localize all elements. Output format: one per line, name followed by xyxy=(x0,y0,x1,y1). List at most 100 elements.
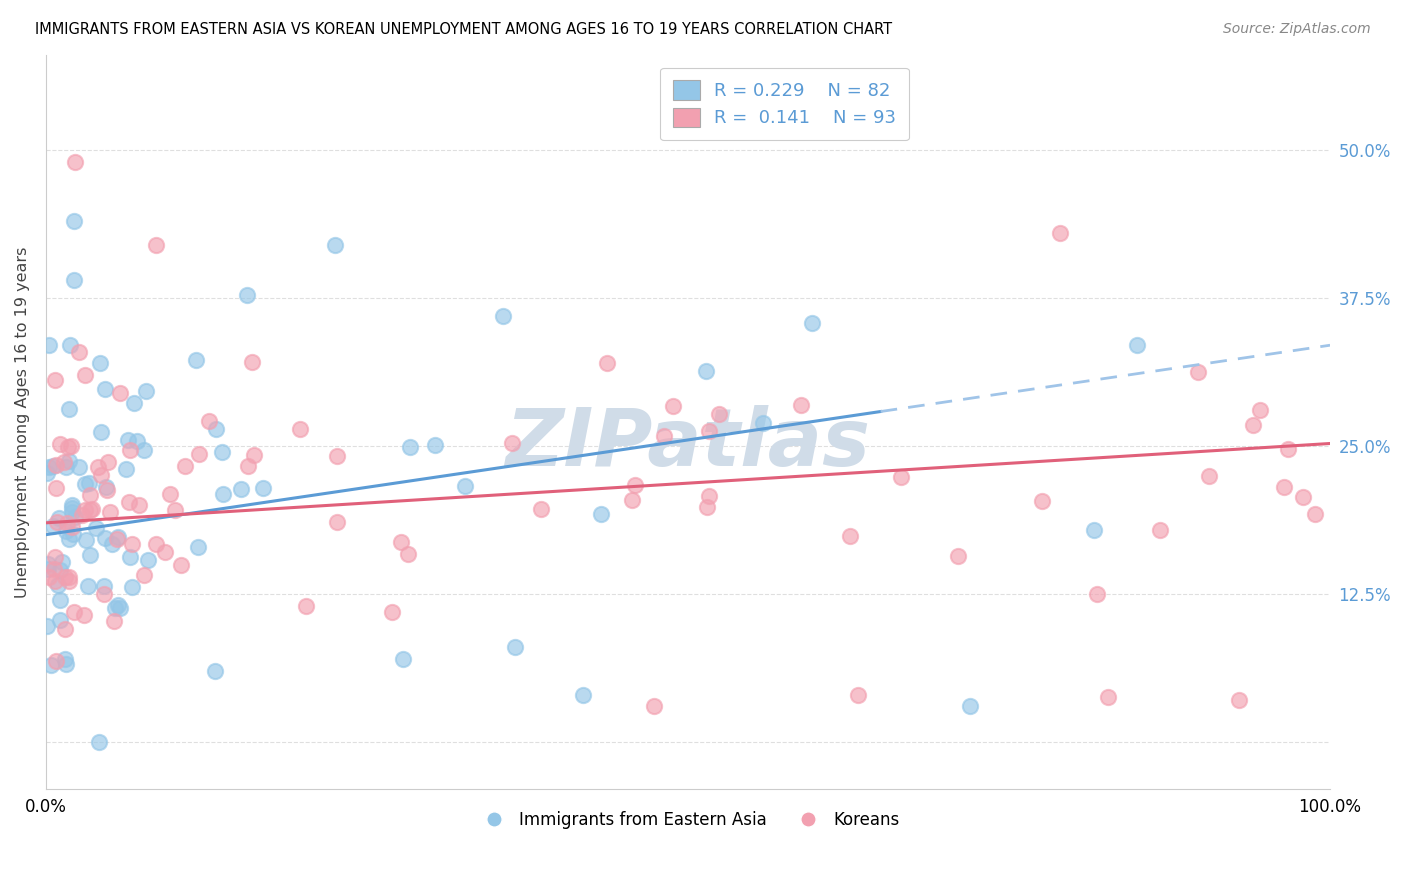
Point xyxy=(121,537,143,551)
Point xyxy=(58,569,80,583)
Point xyxy=(52,455,75,469)
Point xyxy=(1227,693,1250,707)
Point xyxy=(76,533,98,548)
Text: IMMIGRANTS FROM EASTERN ASIA VS KOREAN UNEMPLOYMENT AMONG AGES 16 TO 19 YEARS CO: IMMIGRANTS FROM EASTERN ASIA VS KOREAN U… xyxy=(35,22,893,37)
Point xyxy=(187,447,209,461)
Point xyxy=(38,460,60,475)
Point xyxy=(184,352,207,367)
Point xyxy=(79,488,101,502)
Point xyxy=(589,508,612,522)
Point xyxy=(48,613,70,627)
Point xyxy=(959,699,981,714)
Point xyxy=(492,309,515,323)
Point xyxy=(93,587,115,601)
Point xyxy=(94,383,117,397)
Point xyxy=(51,555,73,569)
Point xyxy=(56,440,79,454)
Point xyxy=(212,487,235,501)
Point xyxy=(134,568,156,582)
Point xyxy=(62,273,84,287)
Point xyxy=(45,515,67,529)
Point xyxy=(49,437,72,451)
Point xyxy=(288,422,311,436)
Point xyxy=(125,434,148,448)
Point xyxy=(79,549,101,563)
Point xyxy=(89,735,111,749)
Point xyxy=(696,500,718,515)
Point xyxy=(62,504,84,518)
Point xyxy=(48,511,70,525)
Point xyxy=(101,537,124,551)
Point xyxy=(396,547,419,561)
Point xyxy=(326,449,349,463)
Point xyxy=(63,154,86,169)
Point xyxy=(1049,226,1071,240)
Point xyxy=(108,601,131,615)
Point xyxy=(1085,586,1108,600)
Point xyxy=(55,623,77,637)
Point xyxy=(1031,494,1053,508)
Point xyxy=(1097,690,1119,704)
Point xyxy=(890,470,912,484)
Point xyxy=(136,553,159,567)
Point xyxy=(73,608,96,623)
Point xyxy=(42,519,65,533)
Point xyxy=(56,516,79,531)
Point xyxy=(103,615,125,629)
Point xyxy=(117,433,139,447)
Point xyxy=(159,487,181,501)
Point xyxy=(37,558,59,572)
Point xyxy=(90,468,112,483)
Point xyxy=(1241,417,1264,432)
Point xyxy=(1083,523,1105,537)
Point xyxy=(240,355,263,369)
Point xyxy=(709,407,731,421)
Point xyxy=(198,414,221,428)
Y-axis label: Unemployment Among Ages 16 to 19 years: Unemployment Among Ages 16 to 19 years xyxy=(15,246,30,598)
Point xyxy=(187,540,209,554)
Point xyxy=(55,651,77,665)
Point xyxy=(325,516,347,530)
Point xyxy=(89,356,111,370)
Point xyxy=(55,524,77,538)
Point xyxy=(90,425,112,440)
Point xyxy=(37,562,59,576)
Point xyxy=(697,489,720,503)
Point xyxy=(948,549,970,563)
Point xyxy=(44,562,66,576)
Point xyxy=(93,579,115,593)
Point xyxy=(1272,480,1295,494)
Point xyxy=(243,448,266,462)
Point xyxy=(58,454,80,468)
Point xyxy=(76,579,98,593)
Point xyxy=(110,385,132,400)
Point xyxy=(62,526,84,541)
Point xyxy=(620,492,643,507)
Point xyxy=(96,480,118,494)
Point xyxy=(44,373,66,387)
Point xyxy=(98,505,121,519)
Point xyxy=(134,384,156,399)
Point xyxy=(662,399,685,413)
Point xyxy=(501,436,523,450)
Point xyxy=(44,458,66,472)
Legend: Immigrants from Eastern Asia, Koreans: Immigrants from Eastern Asia, Koreans xyxy=(470,805,905,836)
Point xyxy=(46,578,69,592)
Point xyxy=(623,477,645,491)
Point xyxy=(87,460,110,475)
Point xyxy=(60,500,83,515)
Point xyxy=(65,509,87,524)
Point xyxy=(1277,442,1299,456)
Point xyxy=(84,521,107,535)
Point xyxy=(236,459,259,474)
Point xyxy=(44,574,66,588)
Point xyxy=(38,570,60,584)
Point xyxy=(121,580,143,594)
Point xyxy=(75,503,97,517)
Point xyxy=(67,459,90,474)
Point xyxy=(105,533,128,547)
Point xyxy=(73,477,96,491)
Point xyxy=(55,459,77,474)
Point xyxy=(170,558,193,573)
Point xyxy=(96,483,118,497)
